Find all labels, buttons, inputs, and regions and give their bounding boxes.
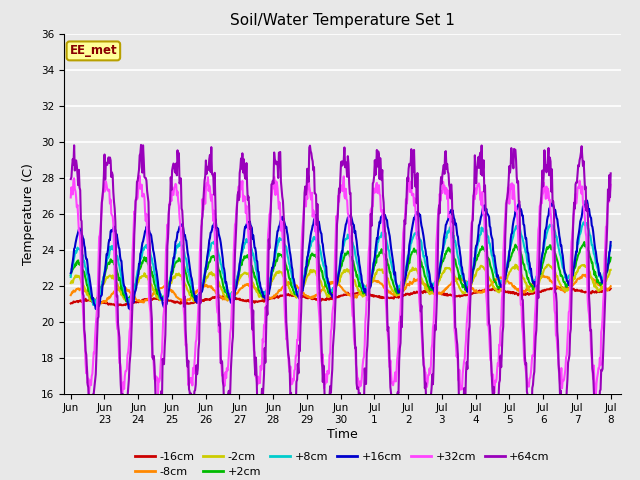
- +2cm: [67, 272, 75, 278]
- -16cm: [396, 294, 403, 300]
- X-axis label: Time: Time: [327, 428, 358, 441]
- Line: -8cm: -8cm: [71, 275, 611, 303]
- -8cm: [477, 289, 484, 295]
- +2cm: [580, 239, 588, 245]
- +64cm: [426, 427, 433, 433]
- +64cm: [412, 184, 419, 190]
- +2cm: [477, 246, 484, 252]
- -8cm: [412, 278, 419, 284]
- -8cm: [607, 283, 614, 289]
- -2cm: [89, 299, 97, 305]
- +32cm: [154, 393, 162, 399]
- +32cm: [607, 182, 614, 188]
- -2cm: [532, 283, 540, 289]
- +64cm: [67, 176, 75, 182]
- -16cm: [607, 286, 614, 291]
- +16cm: [582, 198, 589, 204]
- -2cm: [412, 265, 419, 271]
- -8cm: [100, 298, 108, 304]
- -8cm: [579, 272, 587, 277]
- Y-axis label: Temperature (C): Temperature (C): [22, 163, 35, 264]
- +32cm: [412, 220, 420, 226]
- -8cm: [532, 277, 540, 283]
- -2cm: [477, 263, 484, 269]
- -2cm: [545, 262, 552, 267]
- +2cm: [381, 252, 389, 258]
- Line: +2cm: +2cm: [71, 242, 611, 302]
- +8cm: [607, 243, 614, 249]
- Line: +16cm: +16cm: [71, 201, 611, 310]
- Legend: -16cm, -8cm, -2cm, +2cm, +8cm, +16cm, +32cm, +64cm: -16cm, -8cm, -2cm, +2cm, +8cm, +16cm, +3…: [131, 447, 554, 480]
- +2cm: [100, 274, 108, 279]
- +8cm: [91, 302, 99, 308]
- +16cm: [100, 274, 108, 280]
- Line: +64cm: +64cm: [71, 145, 611, 430]
- +16cm: [381, 212, 389, 218]
- -16cm: [100, 299, 108, 305]
- +32cm: [478, 203, 486, 208]
- -16cm: [477, 288, 484, 294]
- +64cm: [533, 307, 541, 313]
- +16cm: [396, 289, 403, 295]
- +8cm: [412, 230, 419, 236]
- +8cm: [100, 269, 108, 275]
- -16cm: [381, 295, 389, 300]
- +16cm: [532, 283, 540, 288]
- -2cm: [100, 280, 108, 286]
- -8cm: [396, 291, 403, 297]
- +16cm: [412, 212, 419, 218]
- +32cm: [67, 194, 75, 200]
- -16cm: [412, 290, 419, 296]
- +64cm: [478, 143, 486, 148]
- +8cm: [67, 274, 75, 280]
- +8cm: [396, 283, 403, 289]
- Text: EE_met: EE_met: [70, 44, 117, 58]
- Line: -16cm: -16cm: [71, 287, 611, 306]
- +32cm: [136, 173, 143, 179]
- +64cm: [396, 358, 403, 364]
- -2cm: [607, 267, 614, 273]
- +32cm: [533, 268, 541, 274]
- +64cm: [100, 173, 108, 179]
- -8cm: [97, 300, 105, 306]
- +16cm: [477, 214, 484, 220]
- +16cm: [127, 307, 135, 313]
- -2cm: [396, 290, 403, 296]
- -2cm: [67, 280, 75, 286]
- +2cm: [396, 287, 403, 293]
- -16cm: [67, 300, 75, 306]
- +8cm: [532, 274, 540, 279]
- +16cm: [67, 270, 75, 276]
- +8cm: [580, 219, 588, 225]
- -16cm: [112, 303, 120, 309]
- Title: Soil/Water Temperature Set 1: Soil/Water Temperature Set 1: [230, 13, 455, 28]
- +16cm: [607, 239, 614, 245]
- +2cm: [532, 278, 540, 284]
- Line: -2cm: -2cm: [71, 264, 611, 302]
- +64cm: [137, 142, 145, 148]
- -16cm: [532, 290, 540, 296]
- -16cm: [554, 284, 562, 290]
- +8cm: [477, 231, 484, 237]
- Line: +8cm: +8cm: [71, 222, 611, 305]
- +8cm: [381, 233, 389, 239]
- +64cm: [607, 170, 614, 176]
- +32cm: [396, 318, 404, 324]
- +64cm: [381, 229, 389, 235]
- Line: +32cm: +32cm: [71, 176, 611, 396]
- +32cm: [100, 185, 108, 191]
- -2cm: [381, 271, 389, 276]
- -8cm: [67, 292, 75, 298]
- +32cm: [382, 296, 390, 301]
- +2cm: [607, 255, 614, 261]
- -8cm: [381, 286, 389, 291]
- +2cm: [412, 249, 419, 254]
- +2cm: [89, 300, 97, 305]
